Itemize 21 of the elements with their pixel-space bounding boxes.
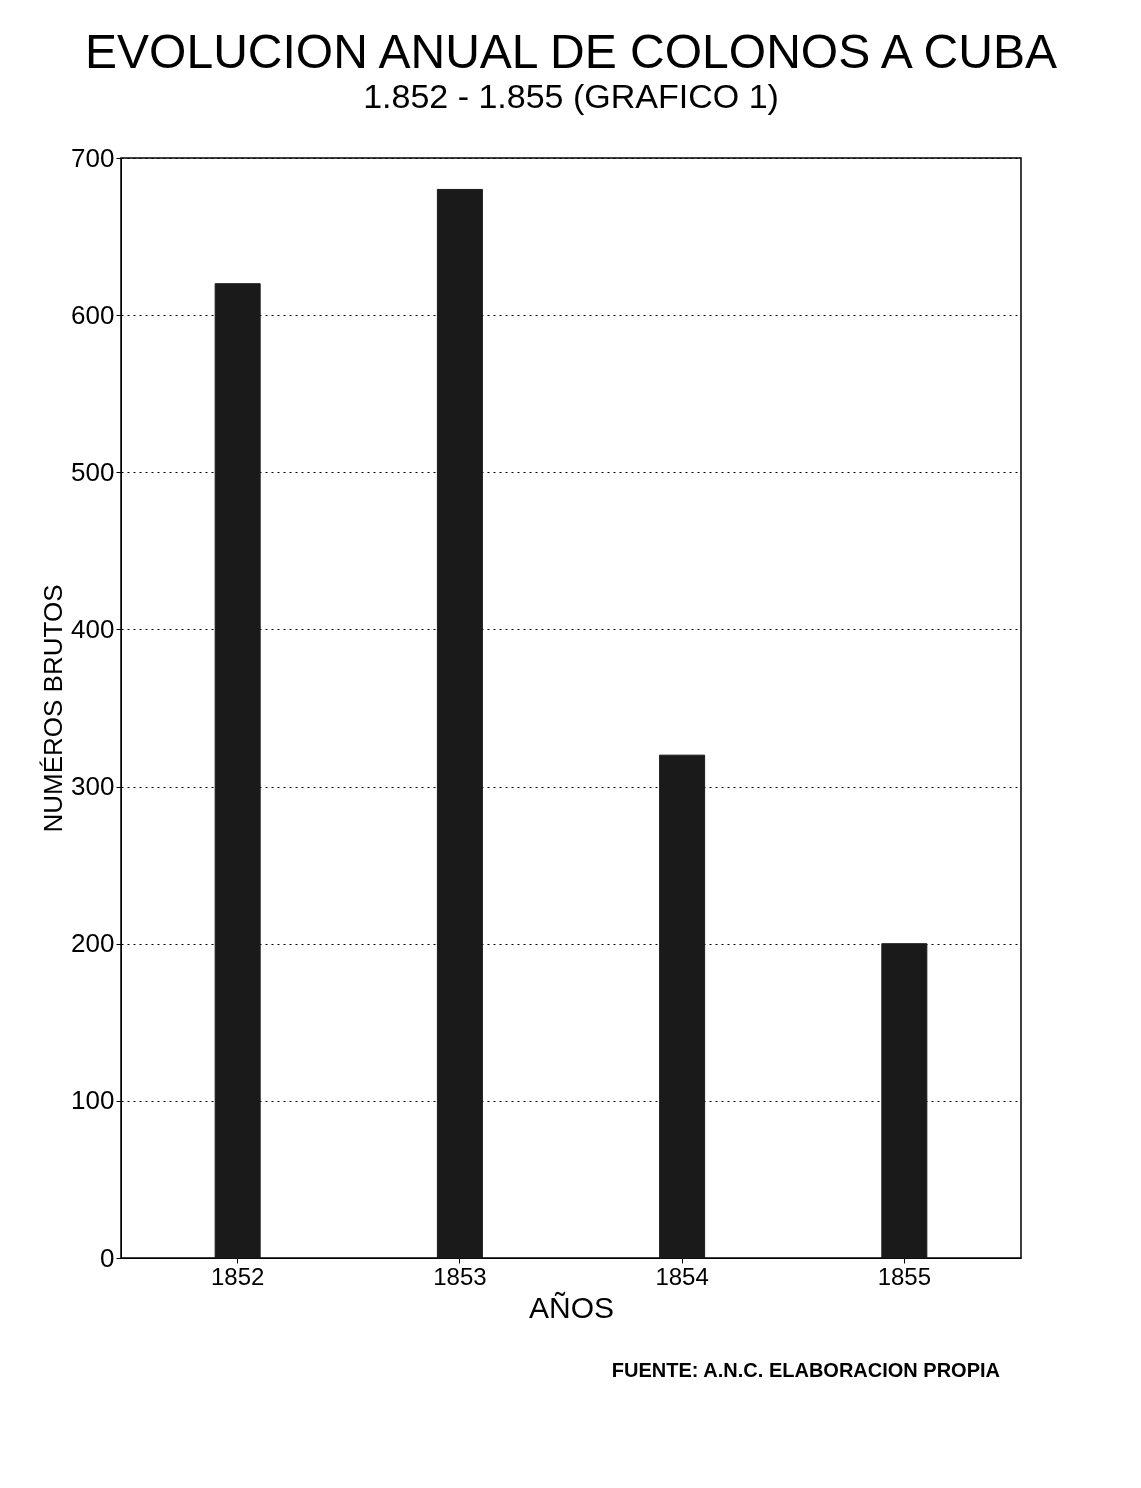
bar [659,754,706,1259]
y-tick-label: 600 [71,299,115,330]
y-tick-label: 400 [71,613,115,644]
chart-title: EVOLUCION ANUAL DE COLONOS A CUBA [85,25,1057,78]
y-tick-label: 300 [71,771,115,802]
y-tick-label: 0 [100,1242,115,1273]
chart-subtitle: 1.852 - 1.855 (GRAFICO 1) [363,77,779,115]
bar [881,943,928,1259]
y-tick-label: 100 [71,1085,115,1116]
x-tick-label: 1853 [433,1262,487,1290]
y-tick-label: 700 [71,142,115,173]
source-note: FUENTE: A.N.C. ELABORACION PROPIA [610,1359,1000,1382]
y-tick-label: 200 [71,928,115,959]
bar [214,283,261,1259]
x-tick-label: 1854 [655,1262,709,1290]
bar [436,188,483,1259]
y-tick-label: 500 [71,456,115,487]
x-tick-label: 1852 [210,1262,265,1290]
y-axis-title: NUMÉROS BRUTOS [38,584,69,833]
x-axis-title: AÑOS [528,1290,615,1324]
x-tick-label: 1855 [877,1262,932,1290]
